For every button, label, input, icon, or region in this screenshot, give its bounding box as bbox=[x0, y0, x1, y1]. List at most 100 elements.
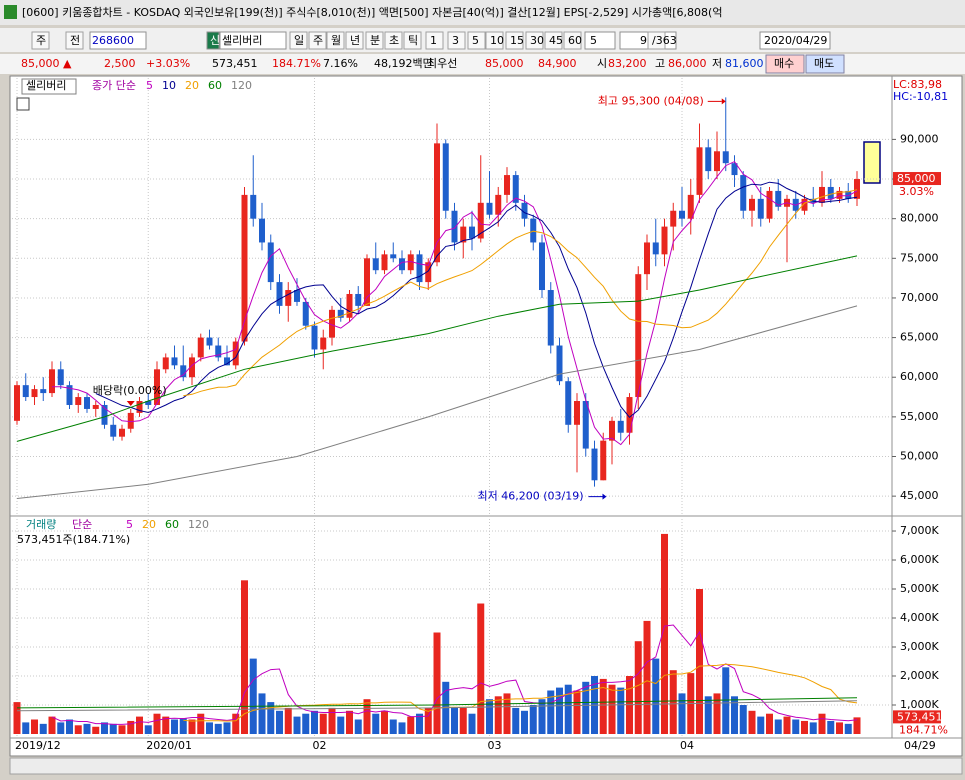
order-button[interactable] bbox=[805, 54, 845, 74]
panel-icon bbox=[16, 97, 30, 111]
volume-bar bbox=[809, 722, 817, 734]
toolbar-button[interactable] bbox=[647, 31, 666, 50]
legend-entry: 10 bbox=[162, 79, 176, 92]
ma-line bbox=[16, 255, 858, 442]
volume-bar bbox=[529, 705, 537, 734]
ma-line bbox=[52, 160, 858, 446]
toolbar-item: 5 bbox=[472, 34, 479, 47]
toolbar-button[interactable] bbox=[563, 31, 582, 50]
legend-entry: 120 bbox=[188, 518, 209, 531]
toolbar-button[interactable] bbox=[326, 31, 345, 50]
candle-body bbox=[775, 190, 782, 207]
candle-body bbox=[836, 190, 843, 199]
volume-bar bbox=[407, 716, 415, 734]
volume-bar bbox=[197, 713, 205, 734]
volume-bar bbox=[521, 710, 528, 734]
legend-ma-label: 종가 단순 bbox=[92, 79, 136, 92]
volume-bar bbox=[661, 533, 668, 734]
candle-body bbox=[652, 242, 659, 255]
candle-body bbox=[127, 412, 134, 429]
toolbar-button[interactable] bbox=[485, 31, 504, 50]
ma-line bbox=[51, 624, 858, 725]
toolbar-item: 주 bbox=[36, 34, 46, 47]
candle-body bbox=[180, 365, 187, 378]
volume-bar bbox=[739, 705, 747, 734]
volume-tag-label: 573,451 bbox=[897, 710, 943, 723]
toolbar-button[interactable] bbox=[425, 31, 444, 50]
x-end-label: 04/29 bbox=[904, 739, 936, 752]
volume-bar bbox=[372, 713, 380, 734]
legend-entry: 20 bbox=[185, 79, 199, 92]
candle-body bbox=[757, 198, 764, 219]
y-tick-label: 3,000K bbox=[900, 640, 939, 653]
volume-bar bbox=[381, 710, 388, 734]
y-tick-label: 5,000K bbox=[900, 582, 939, 595]
volume-bar bbox=[757, 716, 765, 734]
candle-body bbox=[626, 397, 633, 433]
candle-body bbox=[495, 194, 502, 215]
scrollbar[interactable] bbox=[9, 757, 963, 775]
toolbar-button[interactable] bbox=[289, 31, 308, 50]
quote-item: 최우선 bbox=[427, 57, 457, 70]
candle-body bbox=[425, 262, 432, 283]
toolbar-item: 일 bbox=[294, 33, 304, 47]
volume-bar bbox=[214, 723, 222, 734]
quote-item: 7.16% bbox=[323, 57, 358, 70]
toolbar-item: 10 bbox=[490, 34, 504, 47]
candle-body bbox=[827, 186, 834, 199]
volume-bar bbox=[617, 687, 625, 734]
toolbar-button[interactable] bbox=[384, 31, 403, 50]
window-controls[interactable] bbox=[810, 6, 960, 19]
toolbar-field bbox=[206, 31, 220, 50]
toolbar-button[interactable] bbox=[31, 31, 50, 50]
candle-body bbox=[372, 258, 379, 271]
toolbar-item: 주 bbox=[313, 34, 323, 47]
candle-body bbox=[635, 274, 642, 398]
candle-body bbox=[749, 198, 755, 211]
candle-body bbox=[136, 401, 143, 413]
y-tick-label: 80,000 bbox=[900, 212, 939, 225]
toolbar-item: 45 bbox=[549, 34, 563, 47]
toolbar-button[interactable] bbox=[365, 31, 384, 50]
quote-item: 매수 bbox=[774, 57, 794, 70]
toolbar-button[interactable] bbox=[403, 31, 422, 50]
toolbar-button[interactable] bbox=[544, 31, 563, 50]
legend-entry: 120 bbox=[231, 79, 252, 92]
title-bar bbox=[0, 0, 965, 25]
toolbar-button[interactable] bbox=[525, 31, 544, 50]
volume-bar bbox=[801, 720, 808, 734]
candle-body bbox=[84, 397, 90, 409]
candle-body bbox=[294, 290, 300, 302]
candle-body bbox=[31, 389, 38, 398]
toolbar-item: 268600 bbox=[92, 34, 134, 47]
toolbar-button[interactable] bbox=[467, 31, 486, 50]
toolbar-button[interactable] bbox=[65, 31, 84, 50]
legend-entry: 20 bbox=[142, 518, 156, 531]
candle-body bbox=[539, 242, 545, 291]
volume-bar bbox=[433, 632, 441, 734]
candle-body bbox=[241, 194, 248, 342]
volume-bar bbox=[206, 722, 213, 734]
volume-bar bbox=[127, 720, 135, 734]
toolbar-item: 년 bbox=[350, 34, 360, 47]
candle-body bbox=[416, 254, 423, 283]
toolbar-button[interactable] bbox=[447, 31, 466, 50]
y-tick-label: 70,000 bbox=[900, 291, 939, 304]
order-button[interactable] bbox=[765, 54, 805, 74]
toolbar-button[interactable] bbox=[308, 31, 327, 50]
candle-body bbox=[276, 282, 283, 306]
toolbar-item: 1 bbox=[430, 34, 437, 47]
volume-bar bbox=[696, 589, 703, 734]
ma-line bbox=[183, 189, 858, 397]
toolbar-item: /363 bbox=[652, 34, 677, 47]
volume-bar bbox=[398, 722, 406, 734]
y-tick-label: 65,000 bbox=[900, 331, 939, 344]
toolbar-field bbox=[89, 31, 147, 50]
volume-bar bbox=[459, 707, 467, 734]
toolbar-button[interactable] bbox=[505, 31, 524, 50]
volume-bar bbox=[766, 713, 773, 734]
candle-body bbox=[267, 242, 274, 283]
toolbar-button[interactable] bbox=[345, 31, 364, 50]
y-tick-label: 7,000K bbox=[900, 524, 939, 537]
quote-item: 84,900 bbox=[538, 57, 577, 70]
